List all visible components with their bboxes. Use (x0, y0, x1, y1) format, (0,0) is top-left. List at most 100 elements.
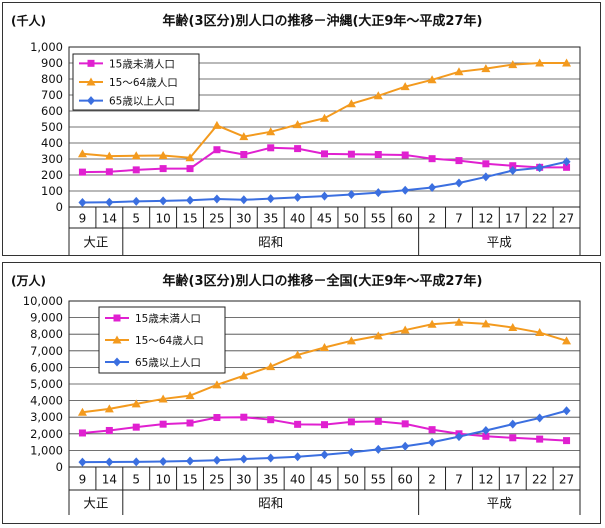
x-tick-label: 22 (532, 212, 547, 226)
data-point (77, 407, 87, 416)
data-point (454, 67, 464, 76)
data-point (562, 336, 572, 345)
x-tick-label: 15 (182, 212, 197, 226)
series-1 (78, 413, 571, 445)
legend-marker (87, 96, 95, 106)
data-point (508, 323, 518, 332)
data-point (158, 394, 168, 403)
y-tick-label: 9,000 (30, 311, 63, 325)
era-label: 昭和 (258, 496, 283, 511)
data-point (105, 457, 114, 467)
data-point (401, 151, 409, 159)
data-point (105, 426, 113, 434)
data-point (428, 437, 437, 447)
data-point (293, 192, 302, 202)
data-point (240, 151, 248, 159)
legend-marker (86, 77, 96, 86)
x-tick-label: 10 (155, 473, 170, 487)
y-tick-label: 400 (41, 136, 63, 150)
era-label: 大正 (83, 496, 108, 511)
data-point (266, 453, 275, 463)
data-point (374, 444, 383, 454)
data-point (266, 194, 275, 204)
data-point (131, 399, 141, 408)
legend-label: 15歳未満人口 (135, 313, 201, 325)
data-point (78, 429, 86, 437)
era-label: 平成 (487, 235, 512, 250)
y-tick-label: 300 (41, 152, 63, 166)
data-point (535, 328, 545, 337)
x-tick-label: 50 (344, 212, 359, 226)
data-point (508, 166, 517, 176)
era-label: 昭和 (258, 235, 283, 250)
data-point (132, 196, 141, 206)
data-point (185, 153, 195, 162)
chart-title: 年齢(3区分)別人口の推移－沖縄(大正9年～平成27年) (163, 13, 483, 29)
y-tick-label: 900 (41, 56, 63, 70)
data-point (428, 426, 436, 434)
data-point (321, 421, 328, 429)
x-tick-label: 5 (132, 473, 140, 487)
x-tick-label: 17 (505, 473, 520, 487)
data-point (321, 150, 328, 158)
data-point (293, 120, 303, 129)
legend-marker (113, 314, 121, 322)
data-point (481, 172, 490, 182)
data-point (481, 425, 490, 435)
data-point (159, 457, 168, 467)
data-point (562, 406, 571, 416)
data-point (186, 419, 194, 427)
data-point (239, 371, 249, 380)
y-tick-label: 8,000 (30, 327, 63, 341)
legend-marker (112, 335, 122, 344)
data-point (105, 168, 113, 176)
x-tick-label: 14 (102, 212, 117, 226)
data-point (294, 145, 302, 153)
data-point (535, 163, 544, 173)
data-point (131, 151, 141, 160)
data-point (159, 196, 168, 206)
data-point (481, 64, 491, 73)
data-point (347, 150, 355, 158)
y-tick-label: 4,000 (30, 394, 63, 408)
x-tick-label: 27 (559, 212, 574, 226)
x-tick-label: 45 (317, 212, 332, 226)
data-point (212, 194, 221, 204)
data-point (320, 342, 329, 351)
data-point (212, 120, 222, 129)
legend-label: 65歳以上人口 (135, 357, 201, 369)
data-point (455, 157, 463, 165)
x-tick-label: 40 (290, 473, 305, 487)
chart-title: 年齢(3区分)別人口の推移－全国(大正9年～平成27年) (163, 273, 483, 289)
data-point (159, 165, 167, 173)
data-point (294, 420, 302, 428)
data-point (77, 149, 87, 158)
data-point (535, 58, 545, 67)
y-tick-label: 600 (41, 104, 63, 118)
y-tick-label: 1,000 (30, 40, 63, 54)
data-point (186, 165, 194, 173)
legend-marker (113, 357, 121, 367)
data-point (427, 319, 437, 328)
data-point (320, 191, 329, 201)
data-point (508, 419, 517, 429)
data-point (562, 157, 571, 167)
data-point (509, 162, 517, 170)
x-tick-label: 22 (532, 473, 547, 487)
data-point (536, 435, 544, 443)
data-point (267, 416, 275, 424)
data-point (132, 423, 140, 431)
data-point (562, 58, 572, 67)
data-point (185, 391, 195, 400)
series-3 (78, 157, 571, 208)
data-point (347, 418, 355, 426)
legend-marker (87, 59, 95, 67)
data-point (105, 197, 114, 207)
x-tick-label: 27 (559, 473, 574, 487)
legend-label: 65歳以上人口 (109, 96, 175, 108)
x-tick-label: 60 (398, 473, 413, 487)
x-tick-label: 15 (182, 473, 197, 487)
data-point (346, 336, 356, 345)
data-point (293, 350, 303, 359)
data-point (454, 432, 463, 442)
